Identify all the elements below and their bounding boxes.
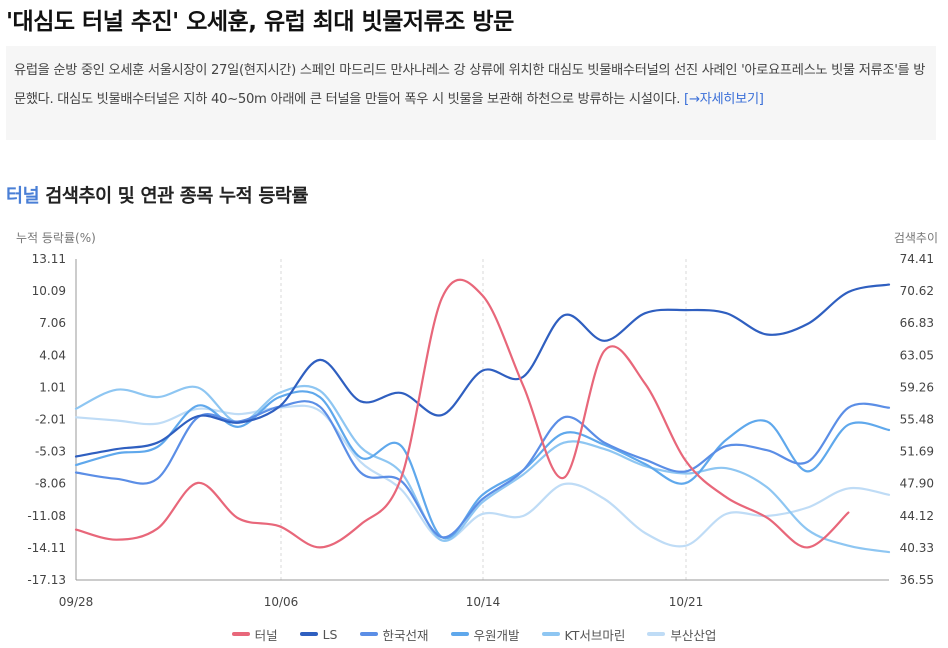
legend-swatch: [359, 632, 378, 636]
y-tick-left: 10.09: [32, 284, 66, 298]
legend-label: KT서브마린: [564, 627, 626, 643]
y-tick-right: 44.12: [900, 509, 934, 523]
legend-label: 터널: [254, 627, 278, 643]
y-tick-right: 74.41: [900, 252, 934, 266]
y-tick-right: 36.55: [900, 573, 934, 587]
legend-item-4[interactable]: KT서브마린: [541, 625, 626, 644]
legend-label: 한국선재: [382, 627, 429, 643]
series-line-2: [74, 400, 891, 539]
legend-item-3[interactable]: 우원개발: [450, 625, 520, 644]
chart-section-title: 터널 검색추이 및 연관 종목 누적 등락률: [6, 182, 309, 208]
y-tick-right: 55.48: [900, 413, 934, 427]
legend-item-2[interactable]: 한국선재: [359, 625, 429, 644]
series-line-3: [74, 390, 891, 540]
x-tick-label: 10/14: [466, 595, 501, 609]
legend-label: LS: [322, 626, 338, 642]
read-more-link[interactable]: [→자세히보기]: [684, 92, 764, 107]
y-tick-left: 13.11: [32, 252, 66, 266]
chart-title-text: 검색추이 및 연관 종목 누적 등락률: [39, 186, 309, 207]
y-tick-right: 66.83: [900, 316, 934, 330]
x-tick-label: 09/28: [59, 595, 94, 609]
x-tick-label: 10/06: [264, 595, 299, 609]
y-tick-right: 47.90: [900, 477, 934, 491]
chart-keyword: 터널: [6, 186, 40, 207]
series-line-1: [74, 283, 891, 458]
chart-legend: 터널 LS 한국선재 우원개발 KT서브마린 부산산업: [0, 624, 948, 644]
trend-line-chart: 누적 등락률(%) 검색추이 13.11 74.41 10.09 70.62 7.06 6…: [16, 231, 938, 609]
article-summary-text: 유럽을 순방 중인 오세훈 서울시장이 27일(현지시간) 스페인 마드리드 만…: [14, 63, 926, 107]
series-line-4: [74, 384, 891, 554]
legend-swatch: [647, 632, 666, 636]
y-tick-left: 7.06: [39, 316, 66, 330]
legend-item-0[interactable]: 터널: [231, 625, 278, 644]
article-summary-box: 유럽을 순방 중인 오세훈 서울시장이 27일(현지시간) 스페인 마드리드 만…: [6, 46, 936, 140]
y-tick-left: 1.01: [39, 380, 66, 394]
left-axis-title: 누적 등락률(%): [16, 231, 96, 245]
y-tick-left: 4.04: [39, 348, 66, 362]
legend-swatch: [541, 632, 560, 636]
chart-axes: 누적 등락률(%) 검색추이 13.11 74.41 10.09 70.62 7.06 6…: [16, 231, 938, 609]
y-tick-left: -5.03: [35, 445, 66, 459]
y-tick-right: 51.69: [900, 445, 934, 459]
legend-item-5[interactable]: 부산산업: [647, 625, 716, 644]
y-tick-right: 70.62: [900, 284, 934, 298]
y-tick-left: -8.06: [35, 477, 66, 491]
legend-swatch: [450, 632, 469, 636]
y-tick-right: 63.05: [900, 348, 934, 362]
series-line-0: [74, 278, 850, 549]
y-tick-right: 40.33: [900, 541, 934, 555]
right-axis-title: 검색추이: [894, 231, 938, 245]
y-tick-left: -2.01: [35, 413, 66, 427]
legend-label: 부산산업: [670, 627, 717, 643]
x-tick-label: 10/21: [669, 595, 704, 609]
y-tick-left: -17.13: [27, 573, 66, 587]
legend-item-1[interactable]: LS: [299, 626, 338, 642]
legend-swatch: [231, 632, 250, 636]
legend-swatch: [299, 632, 318, 636]
y-tick-right: 59.26: [900, 380, 934, 394]
legend-label: 우원개발: [473, 627, 520, 643]
article-headline: '대심도 터널 추진' 오세훈, 유럽 최대 빗물저류조 방문: [6, 9, 514, 35]
chart-series: [74, 278, 891, 554]
y-tick-left: -11.08: [27, 509, 66, 523]
y-tick-left: -14.11: [27, 541, 66, 555]
